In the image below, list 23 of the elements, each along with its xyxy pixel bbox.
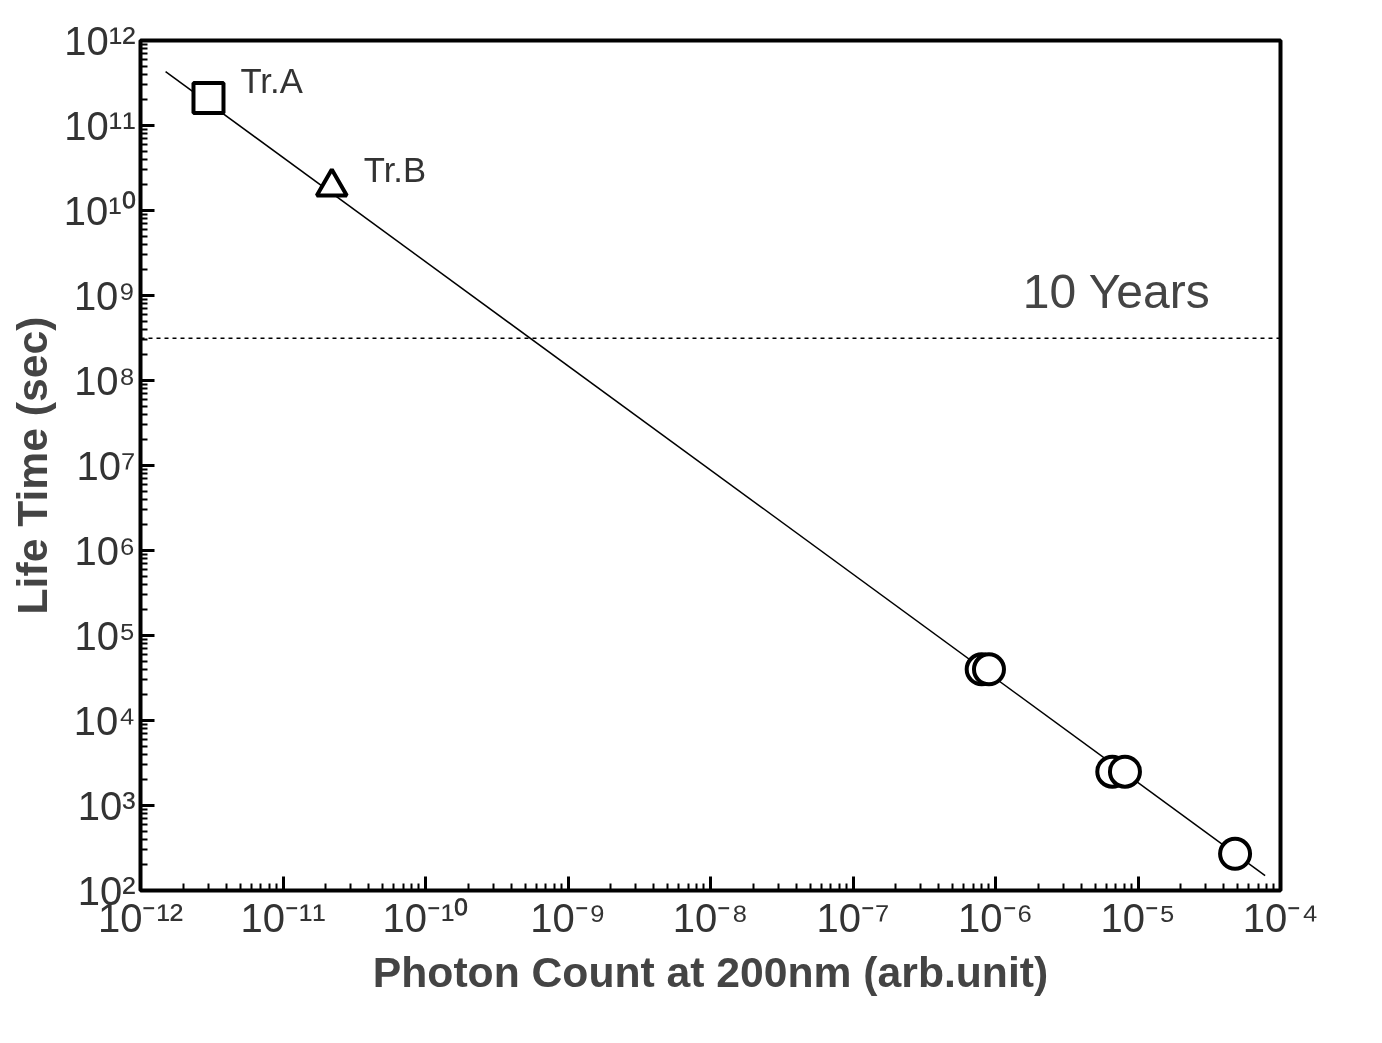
x-tick-label: 10⁻⁹ [530, 895, 606, 940]
x-tick-label: 10⁻⁴ [1242, 895, 1319, 940]
y-tick-label: 10⁶ [74, 528, 136, 573]
x-axis-title: Photon Count at 200nm (arb.unit) [372, 947, 1049, 996]
y-tick-label: 10⁵ [74, 613, 136, 658]
x-tick-label: 10⁻¹⁰ [382, 895, 469, 940]
y-tick-label: 10¹⁰ [63, 188, 136, 233]
series-label: Tr.A [240, 62, 304, 101]
series-label: Tr.B [363, 150, 427, 189]
y-tick-label: 10⁹ [73, 273, 136, 318]
y-tick-label: 10⁸ [74, 358, 136, 403]
ref-line-label: 10 Years [1022, 265, 1210, 319]
x-tick-label: 10⁻⁶ [958, 895, 1033, 940]
y-axis-title: Life Time (sec) [7, 316, 56, 615]
y-tick-label: 10¹¹ [64, 103, 136, 148]
x-tick-label: 10⁻⁵ [1100, 895, 1176, 940]
y-tick-label: 10⁴ [73, 698, 136, 743]
y-tick-label: 10¹² [64, 18, 136, 63]
x-tick-label: 10⁻⁷ [816, 895, 890, 940]
y-tick-label: 10³ [77, 783, 136, 828]
x-tick-label: 10⁻¹¹ [240, 895, 326, 940]
x-tick-label: 10⁻⁸ [672, 895, 749, 940]
y-tick-label: 10⁷ [76, 443, 136, 488]
